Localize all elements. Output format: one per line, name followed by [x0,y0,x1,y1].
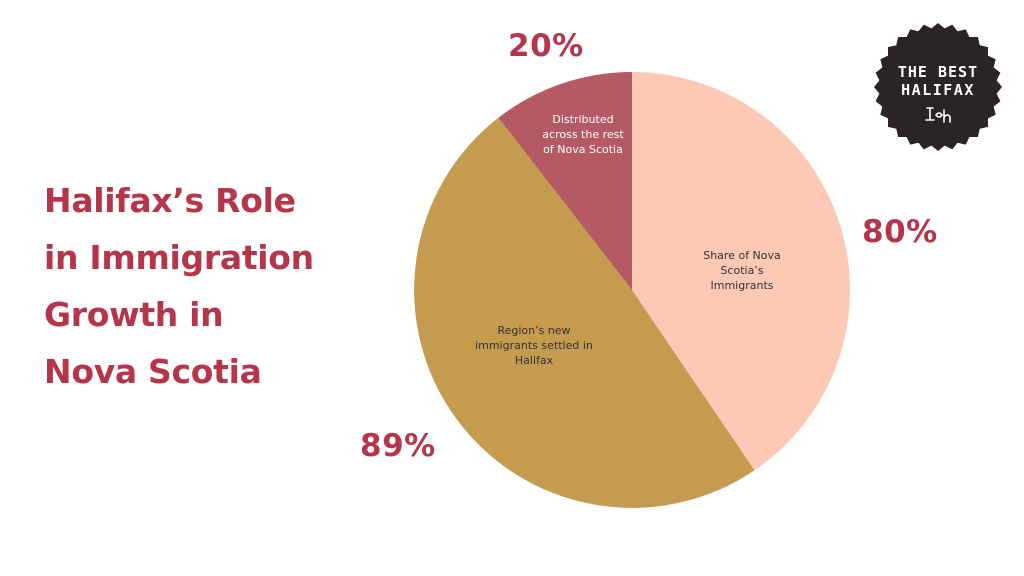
slice-percent-label: 89% [360,428,436,464]
logo-badge-icon: THE BEST HALIFAX [874,23,1002,151]
slice-percent-label: 20% [508,28,584,64]
slice-description-label: Region’s new immigrants settled in Halif… [475,324,593,367]
title-line: in Immigration [44,238,314,277]
slice-description-label: Distributed across the rest of Nova Scot… [542,113,624,156]
logo-text-line-2: HALIFAX [901,81,975,99]
logo-text-line-1: THE BEST [898,63,978,81]
pie-slices [414,72,850,508]
logo-badge-shape [874,23,1002,151]
title-line: Halifax’s Role [44,181,296,220]
title-line: Growth in [44,295,224,334]
slice-percent-label: 80% [862,214,938,250]
the-best-halifax-logo: THE BEST HALIFAX [873,22,1003,152]
logo-signature-mark [925,107,951,123]
pie-slice [632,72,850,471]
slice-description-label: Share of Nova Scotia’s Immigrants [703,249,781,292]
page-title: Halifax’s Role in Immigration Growth in … [44,172,364,400]
title-line: Nova Scotia [44,352,262,391]
pie-slice [498,72,632,290]
pie-slice [414,117,755,508]
